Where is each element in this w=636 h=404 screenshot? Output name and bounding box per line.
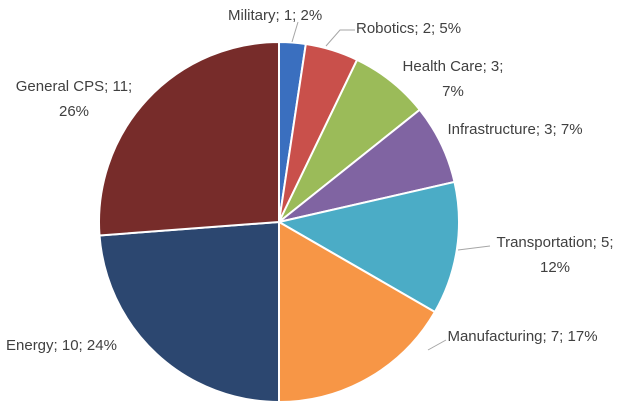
data-label: Transportation; 5; 12%: [496, 234, 614, 276]
pie-slice: [276, 180, 460, 314]
data-label: Manufacturing; 7; 17%: [447, 328, 598, 345]
leader-line: [291, 21, 299, 43]
leader-line: [325, 29, 355, 47]
pie-slice: [98, 40, 280, 237]
data-label: Infrastructure; 3; 7%: [447, 121, 583, 138]
leader-line: [427, 339, 447, 351]
data-label: Robotics; 2; 5%: [356, 20, 462, 37]
leader-line: [457, 245, 491, 251]
data-label: Energy; 10; 24%: [6, 337, 117, 354]
data-label: Health Care; 3; 7%: [402, 58, 504, 100]
pie-slice: [98, 220, 280, 404]
data-label: Military; 1; 2%: [228, 7, 323, 24]
data-label: General CPS; 11; 26%: [15, 78, 133, 120]
slices: [98, 40, 460, 404]
pie-slice: [278, 220, 437, 404]
